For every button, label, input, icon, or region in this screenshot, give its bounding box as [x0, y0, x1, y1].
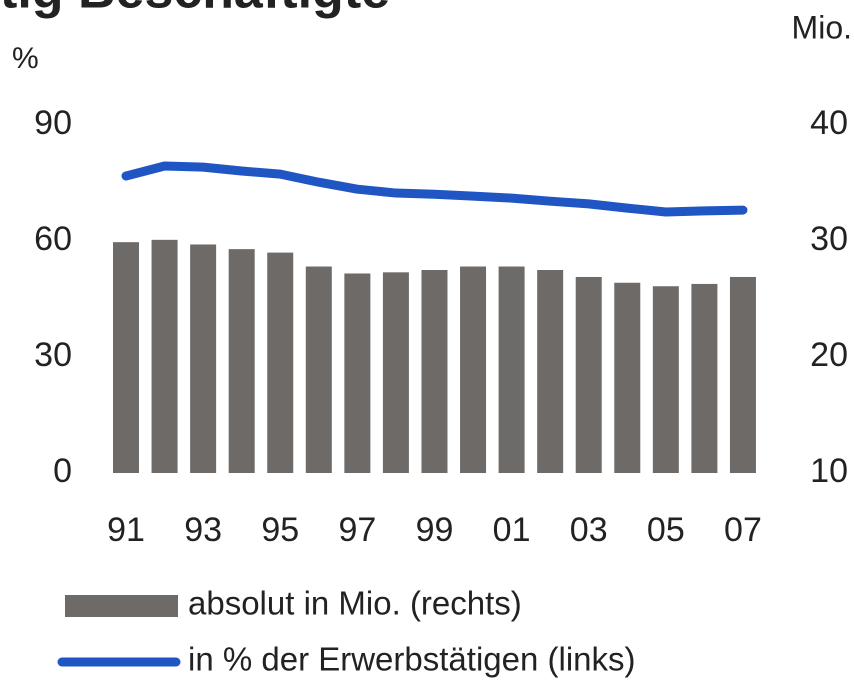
legend-label: in % der Erwerbstätigen (links) [188, 641, 636, 678]
bar [421, 270, 448, 473]
x-tick-label: 93 [184, 511, 222, 549]
x-tick-label: 91 [107, 511, 145, 549]
y-tick-label: 0 [53, 452, 72, 490]
x-tick-label: 99 [416, 511, 454, 549]
bar [498, 266, 525, 473]
bar [382, 272, 409, 473]
line [121, 161, 748, 217]
bar [652, 286, 679, 473]
x-tick-label: 07 [724, 511, 762, 549]
bar [729, 276, 756, 473]
bar [575, 276, 602, 473]
y2-axis-label: Mio. [792, 9, 852, 45]
y-axis-label: % [12, 42, 39, 75]
x-tick-label: 01 [493, 511, 531, 549]
x-tick-label: 97 [338, 511, 376, 549]
bar [228, 249, 255, 473]
y2-tick-label: 20 [810, 336, 848, 374]
bar [267, 252, 294, 473]
x-tick-label: 05 [647, 511, 685, 549]
legend-label: absolut in Mio. (rechts) [188, 585, 522, 622]
bar [691, 283, 718, 473]
y-tick-label: 30 [34, 336, 72, 374]
bar [344, 273, 371, 473]
bar [537, 270, 564, 473]
chart-title: tig Beschäftigte [0, 0, 390, 20]
y2-tick-label: 10 [810, 452, 848, 490]
y2-tick-label: 30 [810, 220, 848, 258]
bar [113, 242, 139, 473]
bar [460, 266, 487, 473]
y-tick-label: 90 [34, 104, 72, 142]
y-tick-label: 60 [34, 220, 72, 258]
bar [190, 244, 217, 473]
bar [305, 266, 332, 473]
bar [614, 282, 641, 473]
x-tick-label: 95 [261, 511, 299, 549]
x-tick-label: 03 [570, 511, 608, 549]
legend-swatch [65, 595, 178, 617]
bar [151, 239, 178, 473]
y2-tick-label: 40 [810, 104, 848, 142]
